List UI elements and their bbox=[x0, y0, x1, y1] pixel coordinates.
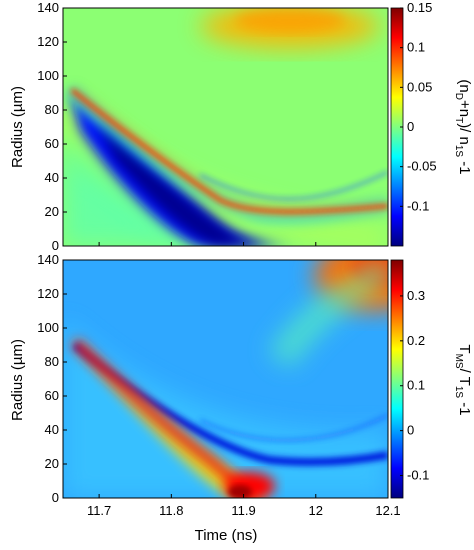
top-colorbar-tick-label: 0.1 bbox=[407, 40, 425, 55]
x-tick-label: 12 bbox=[309, 503, 323, 518]
bottom-colorbar-label-main: T bbox=[456, 344, 473, 353]
bottom-y-tick-label: 80 bbox=[45, 354, 59, 369]
bottom-colorbar-label-div: / T bbox=[456, 369, 473, 386]
bottom-colorbar-label-sub-ms: MS bbox=[453, 354, 464, 369]
bottom-colorbar-tick-label: 0.1 bbox=[407, 378, 425, 393]
top-y-tick-label: 140 bbox=[37, 0, 59, 15]
top-colorbar-tick-label: 0 bbox=[407, 119, 414, 134]
top-colorbar-tick-label: -0.05 bbox=[407, 159, 437, 174]
top-colorbar-tick-label: 0.15 bbox=[407, 0, 432, 15]
bottom-colorbar-tick-label: 0.2 bbox=[407, 333, 425, 348]
bottom-colorbar-label: TMS/ T1S -1 bbox=[453, 344, 473, 415]
top-colorbar-label-sub-1s: 1S bbox=[453, 145, 464, 158]
top-y-tick-label: 40 bbox=[45, 170, 59, 185]
top-colorbar-tick-label: 0.05 bbox=[407, 79, 432, 94]
bottom-y-tick-label: 60 bbox=[45, 388, 59, 403]
top-y-tick-label: 120 bbox=[37, 34, 59, 49]
bottom-heatmap bbox=[63, 260, 388, 498]
top-heatmap bbox=[63, 8, 388, 246]
top-y-tick-label: 80 bbox=[45, 102, 59, 117]
top-y-tick-label: 20 bbox=[45, 204, 59, 219]
bottom-y-tick-label: 140 bbox=[37, 252, 59, 267]
bottom-y-tick-label: 40 bbox=[45, 422, 59, 437]
bottom-colorbar-tick-label: 0.3 bbox=[407, 288, 425, 303]
top-y-axis-label: Radius (µm) bbox=[9, 86, 26, 168]
bottom-y-tick-label: 120 bbox=[37, 286, 59, 301]
bottom-plot-frame bbox=[62, 259, 389, 499]
bottom-colorbar-label-tail: -1 bbox=[456, 398, 473, 416]
bottom-y-axis-label: Radius (µm) bbox=[9, 339, 26, 421]
top-colorbar-label-tail: -1 bbox=[456, 157, 473, 175]
bottom-colorbar-tick-label: -0.1 bbox=[407, 468, 429, 483]
x-tick-label: 11.8 bbox=[159, 503, 183, 518]
top-y-tick-label: 60 bbox=[45, 136, 59, 151]
top-colorbar-label-div: )/ n bbox=[456, 123, 473, 145]
x-tick-label: 11.9 bbox=[231, 503, 255, 518]
bottom-y-tick-label: 0 bbox=[52, 490, 59, 505]
top-y-tick-label: 100 bbox=[37, 68, 59, 83]
bottom-colorbar-tick-label: 0 bbox=[407, 423, 414, 438]
top-colorbar-label-sub-t: T bbox=[453, 117, 464, 123]
top-colorbar-tick-label: -0.1 bbox=[407, 198, 429, 213]
x-axis-label: Time (ns) bbox=[195, 527, 258, 544]
top-colorbar-label-sub-d: D bbox=[453, 93, 464, 100]
x-tick-label: 12.1 bbox=[375, 503, 400, 518]
bottom-colorbar-label-sub-1s: 1S bbox=[453, 386, 464, 399]
x-tick-label: 11.7 bbox=[87, 503, 111, 518]
bottom-y-tick-label: 20 bbox=[45, 456, 59, 471]
top-colorbar-label: (nD+nT)/ n1S -1 bbox=[453, 79, 473, 174]
top-colorbar-label-main: (n bbox=[456, 79, 473, 92]
bottom-colorbar bbox=[390, 259, 404, 499]
bottom-y-tick-label: 100 bbox=[37, 320, 59, 335]
top-colorbar-label-plus: +n bbox=[456, 100, 473, 117]
top-plot-frame bbox=[62, 7, 389, 247]
top-y-tick-label: 0 bbox=[52, 238, 59, 253]
